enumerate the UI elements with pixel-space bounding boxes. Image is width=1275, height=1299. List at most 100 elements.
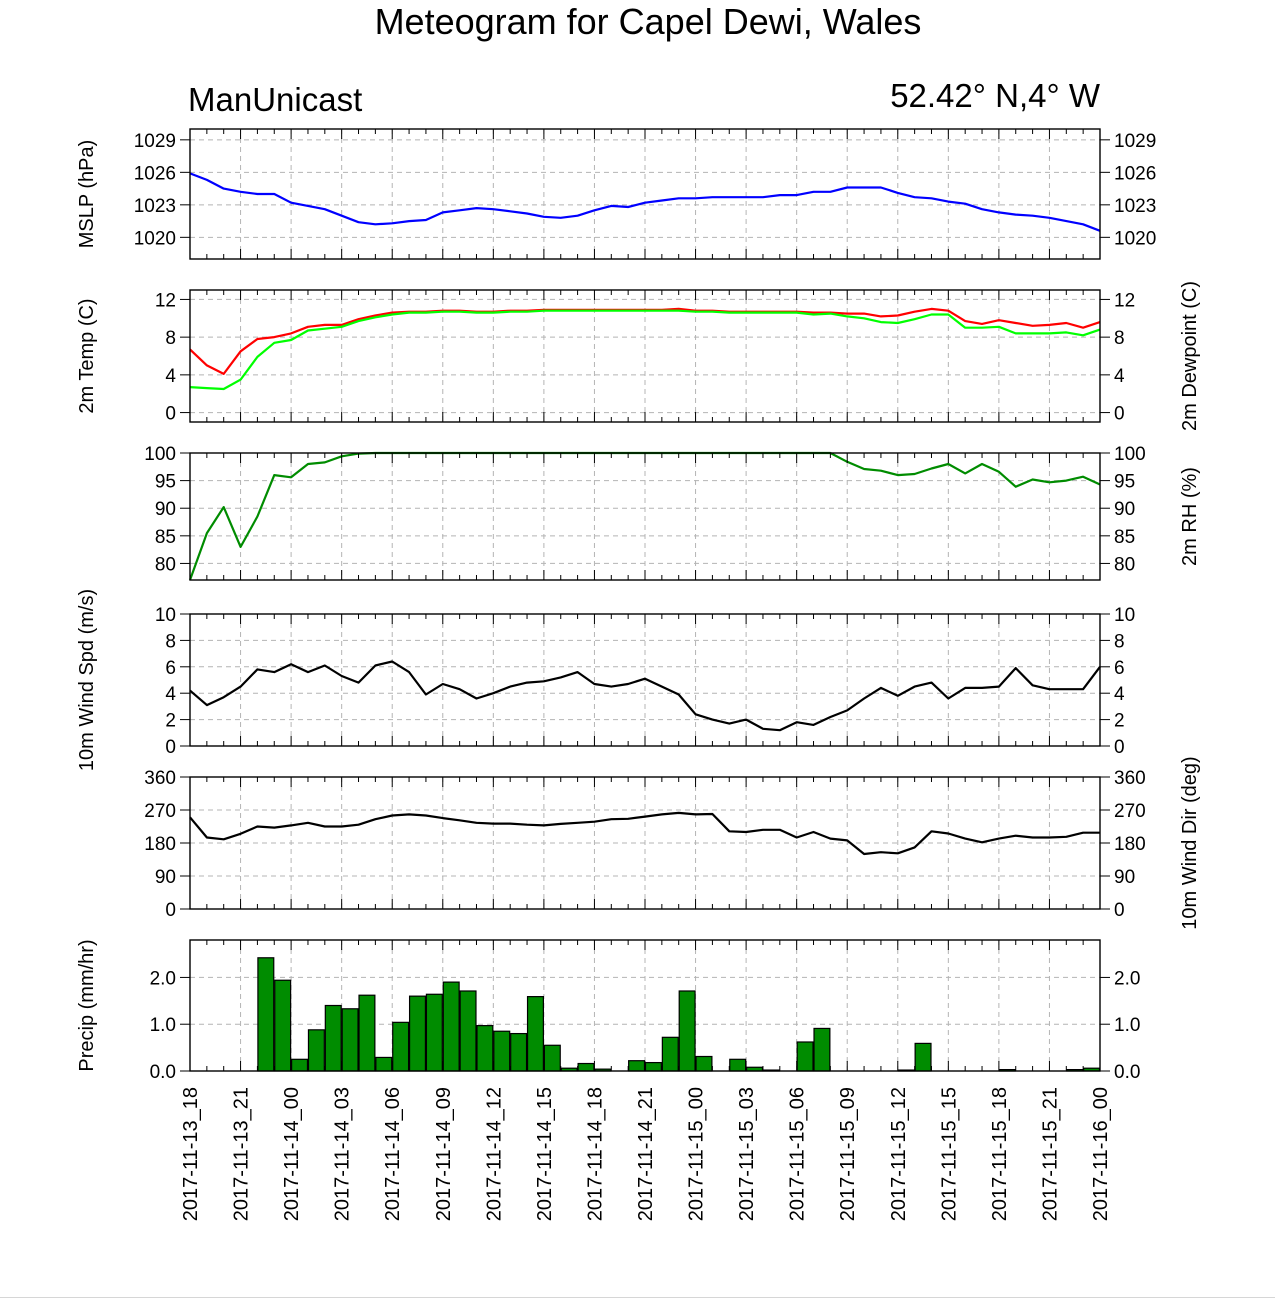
y-tick-label-right: 0 (1114, 737, 1125, 758)
y-tick-label-right: 4 (1114, 684, 1125, 705)
precip-bar (695, 1055, 713, 1072)
precip-bar (408, 995, 427, 1072)
x-tick-label: 2017-11-14_06 (382, 1087, 404, 1221)
panel-rh: 80 80 85 85 90 90 95 95 100 100 2m RH (%) (144, 444, 1201, 581)
precip-bar (543, 1044, 561, 1072)
y-tick-label-right: 0 (1114, 404, 1125, 425)
precip-bar (628, 1060, 646, 1072)
y-tick-label-right: 0 (1114, 900, 1125, 921)
model-name-label: ManUnicast (188, 81, 362, 118)
panel-temp: 0 0 4 4 8 8 12 12 2m Temp (C) 2m Dewpoint (C) (76, 281, 1201, 431)
x-tick-label: 2017-11-13_18 (180, 1087, 202, 1221)
y-tick-label-left: 4 (165, 684, 176, 705)
y-axis-title-left: 10m Wind Spd (m/s) (76, 589, 98, 771)
precip-bar (358, 994, 376, 1072)
y-tick-label-left: 90 (155, 499, 176, 520)
x-tick-label: 2017-11-14_03 (332, 1087, 354, 1221)
y-tick-label-right: 360 (1114, 768, 1146, 789)
x-tick-label: 2017-11-14_21 (635, 1087, 657, 1221)
y-tick-label-right: 1023 (1114, 196, 1156, 217)
precip-bar (577, 1062, 595, 1072)
precip-bar (291, 1058, 309, 1072)
precip-bar (459, 990, 477, 1072)
y-tick-label-right: 12 (1114, 290, 1135, 311)
x-tick-label: 2017-11-15_03 (736, 1087, 758, 1221)
y-tick-label-left: 90 (155, 867, 176, 888)
y-tick-label-left: 180 (144, 834, 176, 855)
precip-bar (729, 1058, 747, 1072)
precip-bar (307, 1029, 325, 1072)
x-tick-label: 2017-11-14_12 (483, 1087, 505, 1221)
precip-bar (526, 996, 544, 1072)
y-tick-label-left: 2 (165, 711, 176, 732)
y-tick-label-right: 1020 (1114, 228, 1156, 249)
x-tick-label: 2017-11-14_00 (281, 1087, 303, 1221)
precip-bar (796, 1041, 814, 1072)
precip-bar (341, 1008, 359, 1072)
precip-bar (813, 1027, 831, 1072)
y-tick-label-left: 1029 (134, 131, 176, 152)
y-tick-label-right: 8 (1114, 328, 1125, 349)
precip-bar (392, 1021, 410, 1072)
x-tick-label: 2017-11-14_09 (433, 1087, 455, 1221)
y-tick-label-left: 85 (155, 527, 176, 548)
y-axis-title-left: Precip (mm/hr) (76, 939, 98, 1071)
mslp-series-line (189, 172, 1101, 232)
x-tick-label: 2017-11-16_00 (1090, 1087, 1112, 1221)
wind-series-line (189, 660, 1101, 732)
y-tick-label-left: 4 (165, 366, 176, 387)
precip-bar (442, 981, 460, 1072)
y-tick-label-right: 1026 (1114, 163, 1156, 184)
x-tick-label: 2017-11-14_15 (534, 1087, 556, 1221)
page-bottom-rule (0, 1297, 1275, 1298)
y-tick-label-right: 180 (1114, 834, 1146, 855)
precip-bar (476, 1025, 494, 1072)
y-axis-title-right: 2m RH (%) (1179, 467, 1201, 566)
panel-wind_speed: 0 0 2 2 4 4 6 6 8 8 10 10 10m Wind Spd (m/s) (76, 589, 1135, 771)
y-axis-title-right: 2m Dewpoint (C) (1179, 281, 1201, 431)
panel-wind_dir: 0 0 90 90 180 180 270 270 360 360 10m Wind Dir (de… (144, 756, 1201, 929)
y-tick-label-left: 0 (165, 404, 176, 425)
x-tick-label: 2017-11-15_15 (938, 1087, 960, 1221)
y-tick-label-right: 4 (1114, 366, 1125, 387)
wind-series-line (189, 811, 1100, 856)
x-tick-label: 2017-11-14_18 (584, 1087, 606, 1221)
precip-bar (510, 1032, 528, 1072)
y-tick-label-left: 0.0 (150, 1062, 176, 1083)
precip-bar (324, 1004, 342, 1072)
precip-bar (375, 1056, 393, 1072)
y-tick-label-right: 90 (1114, 867, 1135, 888)
y-axis-title-left: MSLP (hPa) (76, 140, 98, 249)
location-coordinates-label: 52.42° N,4° W (890, 77, 1101, 114)
chart-title: Meteogram for Capel Dewi, Wales (375, 1, 922, 42)
y-tick-label-right: 0.0 (1114, 1062, 1140, 1083)
y-tick-label-right: 100 (1114, 444, 1146, 465)
y-tick-label-left: 6 (165, 658, 176, 679)
y-tick-label-right: 270 (1114, 801, 1146, 822)
y-tick-label-right: 80 (1114, 554, 1135, 575)
y-tick-label-left: 8 (165, 631, 176, 652)
y-tick-label-right: 90 (1114, 499, 1135, 520)
precip-bar (274, 979, 292, 1072)
y-tick-label-left: 100 (144, 444, 176, 465)
panel-mslp: 1020 1020 1023 1023 1026 1026 1029 1029 MSLP (hP… (76, 128, 1156, 260)
y-tick-label-left: 2.0 (150, 968, 176, 989)
panel-precip: 0.0 0.0 1.0 1.0 2.0 2.0 Precip (mm/hr) (76, 939, 1140, 1083)
y-tick-label-right: 8 (1114, 631, 1125, 652)
y-tick-label-left: 12 (155, 290, 176, 311)
y-tick-label-left: 1023 (134, 196, 176, 217)
y-tick-label-left: 0 (165, 737, 176, 758)
y-tick-label-left: 270 (144, 801, 176, 822)
precip-bar (914, 1042, 932, 1072)
y-tick-label-right: 2 (1114, 711, 1125, 732)
precip-bar (493, 1030, 511, 1072)
y-tick-label-right: 1029 (1114, 131, 1156, 152)
y-tick-label-right: 6 (1114, 658, 1125, 679)
dewpoint-series-line (189, 309, 1101, 391)
y-axis-title-right: 10m Wind Dir (deg) (1179, 756, 1201, 929)
y-tick-label-right: 1.0 (1114, 1015, 1140, 1036)
x-tick-label: 2017-11-15_09 (837, 1087, 859, 1221)
y-axis-title-left: 2m Temp (C) (76, 298, 98, 413)
